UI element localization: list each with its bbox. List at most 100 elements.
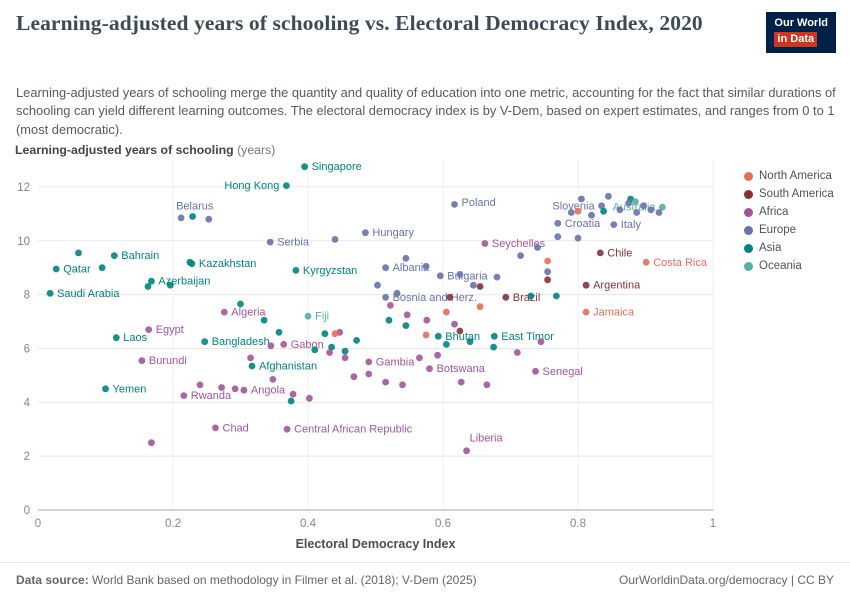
legend-item-europe[interactable]: Europe <box>744 224 834 236</box>
data-point[interactable]: Asia <box>311 346 319 354</box>
data-point[interactable]: Asia <box>353 337 360 344</box>
data-point[interactable]: Gabon <box>280 341 288 348</box>
data-point[interactable]: Saudi Arabia <box>46 289 54 297</box>
data-point[interactable]: Asia <box>328 343 335 351</box>
data-point[interactable]: Botswana <box>426 365 433 373</box>
data-point[interactable]: Asia <box>186 258 194 266</box>
data-point[interactable]: Europe <box>456 271 464 278</box>
data-point[interactable]: Africa <box>483 381 491 389</box>
data-point[interactable]: Africa <box>365 370 373 378</box>
data-point[interactable]: Africa <box>537 338 545 346</box>
data-point[interactable]: Afghanistan <box>248 362 256 370</box>
data-point[interactable]: Europe <box>470 281 477 289</box>
data-point[interactable]: Africa <box>231 385 239 393</box>
data-point[interactable]: Africa <box>387 302 394 309</box>
data-point[interactable]: North America <box>544 257 551 265</box>
data-point[interactable]: Kyrgyzstan <box>292 267 300 274</box>
data-point[interactable]: Europe <box>647 206 655 214</box>
data-point[interactable]: Asia <box>402 322 410 329</box>
data-point[interactable]: Bahrain <box>110 252 118 259</box>
data-point[interactable]: Chad <box>212 424 219 432</box>
data-point[interactable]: Europe <box>393 289 401 297</box>
data-point[interactable]: East Timor <box>490 332 498 340</box>
data-point[interactable]: Bangladesh <box>201 338 209 346</box>
data-point[interactable]: Africa <box>269 376 277 383</box>
data-point[interactable]: Africa <box>382 378 389 386</box>
data-point[interactable]: Egypt <box>145 326 153 333</box>
legend-item-north-america[interactable]: North America <box>744 170 834 182</box>
data-point[interactable]: Asia <box>527 292 535 300</box>
data-point[interactable]: North America <box>422 331 430 339</box>
data-point[interactable]: Africa <box>289 390 297 398</box>
data-point[interactable]: Europe <box>655 209 663 216</box>
data-point[interactable]: Africa <box>267 342 275 350</box>
data-point[interactable]: Asia <box>260 316 268 324</box>
data-point[interactable]: Europe <box>374 281 381 289</box>
data-point[interactable]: Qatar <box>52 265 60 273</box>
data-point[interactable]: Africa <box>434 351 441 359</box>
data-point[interactable]: Africa <box>326 349 333 356</box>
data-point[interactable]: Hungary <box>362 229 369 237</box>
data-point[interactable]: Laos <box>112 334 120 342</box>
data-point[interactable]: Albania <box>382 264 389 272</box>
data-point[interactable]: Europe <box>625 199 632 207</box>
data-point[interactable]: South America <box>544 276 551 284</box>
data-point[interactable]: Europe <box>578 195 585 203</box>
data-point[interactable]: Asia <box>189 213 197 220</box>
data-point[interactable]: Angola <box>240 386 248 394</box>
data-point[interactable]: Asia <box>385 316 393 324</box>
data-point[interactable]: Serbia <box>266 238 274 246</box>
data-point[interactable]: Gambia <box>365 358 373 366</box>
data-point[interactable]: Slovenia <box>598 202 605 210</box>
data-point[interactable]: Asia <box>443 341 450 348</box>
data-point[interactable]: Europe <box>402 254 410 262</box>
data-point[interactable]: Europe <box>534 244 541 251</box>
data-point[interactable]: Europe <box>554 233 562 241</box>
legend-item-africa[interactable]: Africa <box>744 206 834 218</box>
data-point[interactable]: Bosnia and Herz. <box>382 293 389 301</box>
data-point[interactable]: Africa <box>451 320 458 328</box>
data-point[interactable]: Africa <box>350 373 358 381</box>
data-point[interactable]: Algeria <box>220 308 228 316</box>
data-point[interactable]: Asia <box>98 264 106 272</box>
data-point[interactable]: Liberia <box>463 447 470 455</box>
data-point[interactable]: Europe <box>567 209 575 216</box>
data-point[interactable]: Africa <box>148 439 155 447</box>
data-point[interactable]: Africa <box>403 311 411 319</box>
data-point[interactable]: Asia <box>553 292 560 300</box>
data-point[interactable]: Asia <box>466 338 474 346</box>
data-point[interactable]: Africa <box>399 381 406 389</box>
license-link[interactable]: OurWorldinData.org/democracy | CC BY <box>619 573 834 587</box>
data-point[interactable]: Asia <box>600 207 607 215</box>
data-point[interactable]: Africa <box>218 384 226 391</box>
data-point[interactable]: Costa Rica <box>642 258 650 266</box>
data-point[interactable]: Australia <box>659 203 666 211</box>
data-point[interactable]: Oceania <box>632 198 639 206</box>
data-point[interactable]: Croatia <box>554 219 562 227</box>
data-point[interactable]: Asia <box>166 281 174 289</box>
data-point[interactable]: Asia <box>75 249 82 257</box>
data-point[interactable]: Bulgaria <box>436 272 444 280</box>
data-point[interactable]: Europe <box>517 252 524 259</box>
data-point[interactable]: Europe <box>605 192 612 200</box>
data-point[interactable]: South America <box>456 327 464 335</box>
data-point[interactable]: Europe <box>633 209 641 216</box>
owid-logo[interactable]: Our World in Data <box>766 12 836 54</box>
data-point[interactable]: Asia <box>321 330 329 338</box>
data-point[interactable]: Africa <box>416 354 423 362</box>
data-point[interactable]: Africa <box>513 349 521 356</box>
data-point[interactable]: Europe <box>331 236 339 243</box>
data-point[interactable]: Yemen <box>102 385 109 393</box>
data-point[interactable]: Europe <box>640 202 647 210</box>
data-point[interactable]: Asia <box>237 300 244 308</box>
data-point[interactable]: Europe <box>588 211 595 219</box>
legend-item-oceania[interactable]: Oceania <box>744 260 834 272</box>
data-point[interactable]: Singapore <box>301 163 308 171</box>
data-point[interactable]: Italy <box>610 221 618 228</box>
data-point[interactable]: Jamaica <box>582 308 590 316</box>
data-point[interactable]: North America <box>443 308 450 316</box>
data-point[interactable]: Argentina <box>582 281 590 289</box>
legend-item-south-america[interactable]: South America <box>744 188 834 200</box>
data-point[interactable]: Africa <box>306 394 313 402</box>
data-point[interactable]: Senegal <box>532 367 539 375</box>
